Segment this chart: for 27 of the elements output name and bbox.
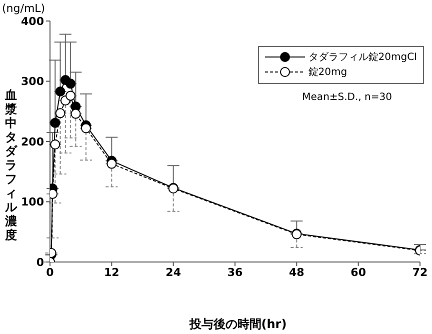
point <box>66 90 76 101</box>
x-tick-label: 36 <box>227 266 243 279</box>
y-tick-label: 300 <box>21 75 44 88</box>
y-tick-label: 0 <box>36 256 44 269</box>
text: (ng/mL) <box>2 2 46 15</box>
x-axis-title: 投与後の時間(hr) <box>188 316 288 333</box>
point <box>55 108 66 118</box>
y-tick-label: 100 <box>21 196 44 209</box>
x-tick-label: 12 <box>104 266 120 279</box>
point <box>55 86 66 96</box>
text: 血漿中タダラフィル濃度 <box>5 88 17 242</box>
x-tick-label: 60 <box>350 266 366 279</box>
legend-label: タダラフィル錠20mgCI <box>308 52 417 63</box>
point <box>50 118 60 128</box>
legend-label: 錠20mg <box>308 67 348 78</box>
point <box>70 108 81 119</box>
x-tick-label: 0 <box>46 266 54 279</box>
point <box>50 140 60 150</box>
point <box>80 123 91 134</box>
x-tick-label: 24 <box>166 266 182 279</box>
point <box>106 158 117 169</box>
annotation: Mean±S.D., n=30 <box>302 92 392 103</box>
y-tick-label: 400 <box>21 14 44 28</box>
point <box>66 78 76 89</box>
x-tick-label: 72 <box>412 266 428 279</box>
x-tick-label: 48 <box>289 266 304 279</box>
y-tick-label: 200 <box>21 135 44 148</box>
